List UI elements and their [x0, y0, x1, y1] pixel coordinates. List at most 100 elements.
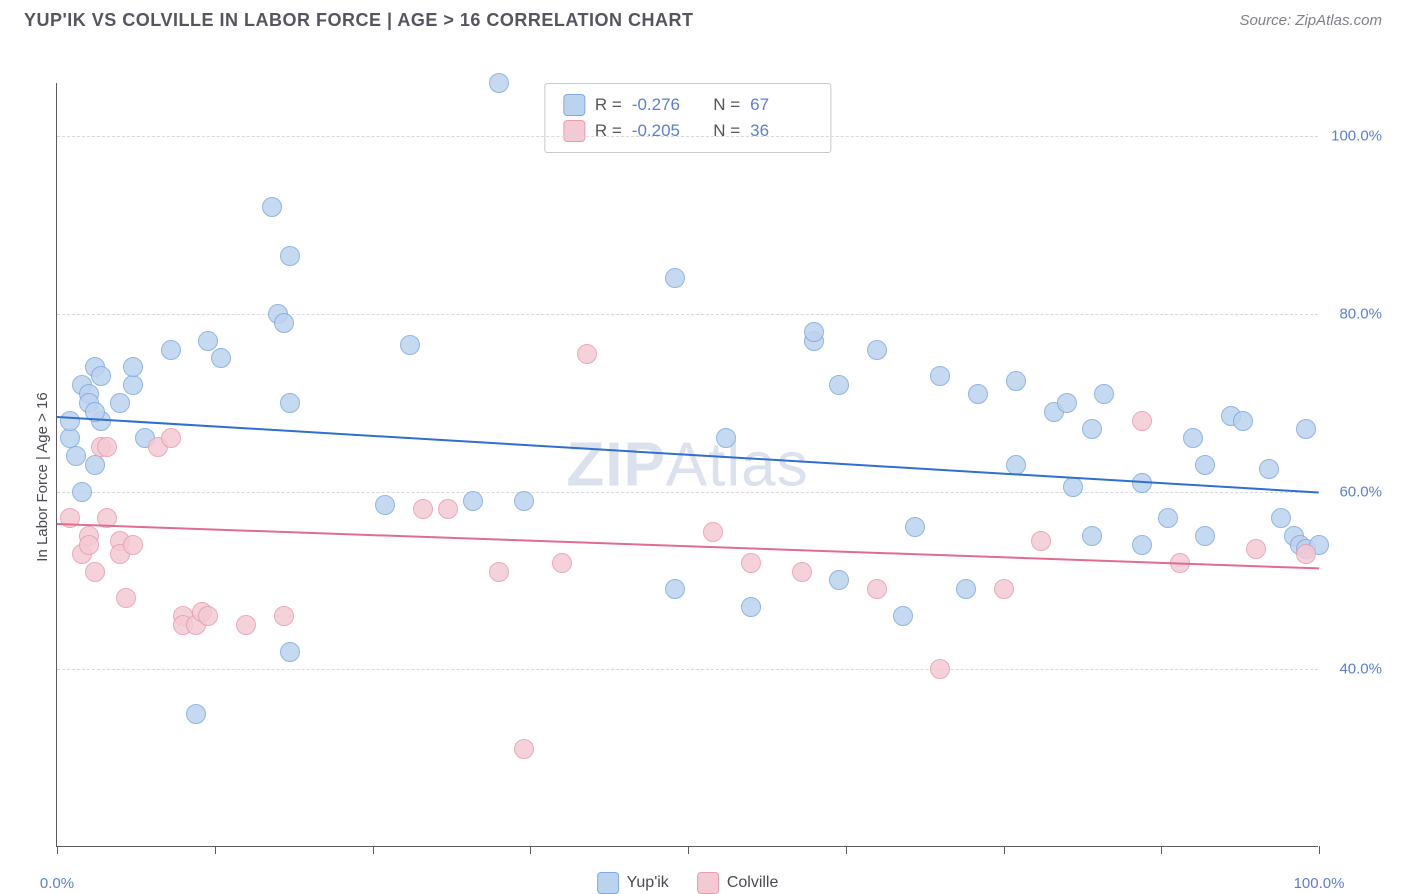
scatter-point	[1094, 384, 1114, 404]
x-tick	[1161, 846, 1162, 854]
scatter-point	[198, 606, 218, 626]
scatter-point	[85, 562, 105, 582]
scatter-point	[741, 597, 761, 617]
legend-swatch	[597, 872, 619, 894]
scatter-point	[1063, 477, 1083, 497]
scatter-point	[577, 344, 597, 364]
legend-r-label: R =	[595, 121, 622, 141]
scatter-point	[463, 491, 483, 511]
watermark: ZIPAtlas	[566, 429, 808, 500]
x-tick	[373, 846, 374, 854]
legend-row: R = -0.205 N = 36	[563, 118, 812, 144]
x-tick	[530, 846, 531, 854]
scatter-point	[66, 446, 86, 466]
scatter-point	[85, 455, 105, 475]
scatter-point	[1158, 508, 1178, 528]
scatter-point	[552, 553, 572, 573]
scatter-point	[489, 562, 509, 582]
y-axis-title: In Labor Force | Age > 16	[34, 392, 51, 561]
trend-line	[57, 416, 1319, 494]
scatter-point	[198, 331, 218, 351]
scatter-point	[161, 428, 181, 448]
correlation-legend: R = -0.276 N = 67R = -0.205 N = 36	[544, 83, 831, 153]
scatter-point	[716, 428, 736, 448]
y-tick-label: 40.0%	[1339, 661, 1382, 678]
scatter-point	[1132, 535, 1152, 555]
scatter-point	[1006, 371, 1026, 391]
scatter-point	[829, 570, 849, 590]
scatter-point	[116, 588, 136, 608]
y-tick-label: 100.0%	[1331, 128, 1382, 145]
scatter-point	[905, 517, 925, 537]
legend-label: Yup'ik	[627, 874, 669, 892]
legend-row: R = -0.276 N = 67	[563, 92, 812, 118]
x-tick	[846, 846, 847, 854]
scatter-point	[665, 268, 685, 288]
scatter-point	[280, 642, 300, 662]
scatter-point	[930, 366, 950, 386]
scatter-point	[211, 348, 231, 368]
scatter-point	[1183, 428, 1203, 448]
x-tick	[688, 846, 689, 854]
y-tick-label: 60.0%	[1339, 483, 1382, 500]
scatter-point	[1057, 393, 1077, 413]
scatter-point	[1195, 455, 1215, 475]
scatter-point	[236, 615, 256, 635]
x-tick	[57, 846, 58, 854]
scatter-point	[514, 739, 534, 759]
scatter-point	[956, 579, 976, 599]
scatter-point	[110, 393, 130, 413]
scatter-point	[968, 384, 988, 404]
scatter-point	[274, 313, 294, 333]
scatter-point	[665, 579, 685, 599]
scatter-point	[1031, 531, 1051, 551]
gridline	[57, 314, 1318, 315]
scatter-point	[123, 535, 143, 555]
legend-r-label: R =	[595, 95, 622, 115]
plot-area: ZIPAtlas R = -0.276 N = 67R = -0.205 N =…	[56, 83, 1318, 847]
scatter-point	[79, 535, 99, 555]
scatter-point	[741, 553, 761, 573]
scatter-point	[514, 491, 534, 511]
x-tick	[215, 846, 216, 854]
scatter-point	[1271, 508, 1291, 528]
scatter-point	[60, 411, 80, 431]
x-tick-label: 100.0%	[1294, 875, 1345, 892]
scatter-point	[438, 499, 458, 519]
legend-item: Colville	[697, 872, 779, 894]
x-tick-label: 0.0%	[40, 875, 74, 892]
scatter-point	[72, 482, 92, 502]
scatter-point	[1132, 411, 1152, 431]
scatter-point	[1082, 526, 1102, 546]
legend-r-value: -0.205	[632, 121, 694, 141]
scatter-point	[262, 197, 282, 217]
legend-swatch	[697, 872, 719, 894]
scatter-point	[1259, 459, 1279, 479]
legend-swatch	[563, 120, 585, 142]
gridline	[57, 669, 1318, 670]
scatter-point	[829, 375, 849, 395]
legend-n-value: 67	[750, 95, 812, 115]
scatter-point	[1296, 419, 1316, 439]
legend-label: Colville	[727, 874, 779, 892]
scatter-point	[893, 606, 913, 626]
scatter-point	[91, 366, 111, 386]
scatter-point	[274, 606, 294, 626]
scatter-point	[161, 340, 181, 360]
trend-line	[57, 523, 1319, 569]
legend-n-value: 36	[750, 121, 812, 141]
legend-swatch	[563, 94, 585, 116]
legend-n-label: N =	[704, 95, 740, 115]
source-attribution: Source: ZipAtlas.com	[1239, 12, 1382, 29]
scatter-point	[703, 522, 723, 542]
legend-r-value: -0.276	[632, 95, 694, 115]
scatter-point	[804, 322, 824, 342]
scatter-point	[1246, 539, 1266, 559]
scatter-point	[400, 335, 420, 355]
x-tick	[1319, 846, 1320, 854]
scatter-point	[994, 579, 1014, 599]
legend-n-label: N =	[704, 121, 740, 141]
scatter-point	[867, 340, 887, 360]
scatter-point	[930, 659, 950, 679]
legend-item: Yup'ik	[597, 872, 669, 894]
